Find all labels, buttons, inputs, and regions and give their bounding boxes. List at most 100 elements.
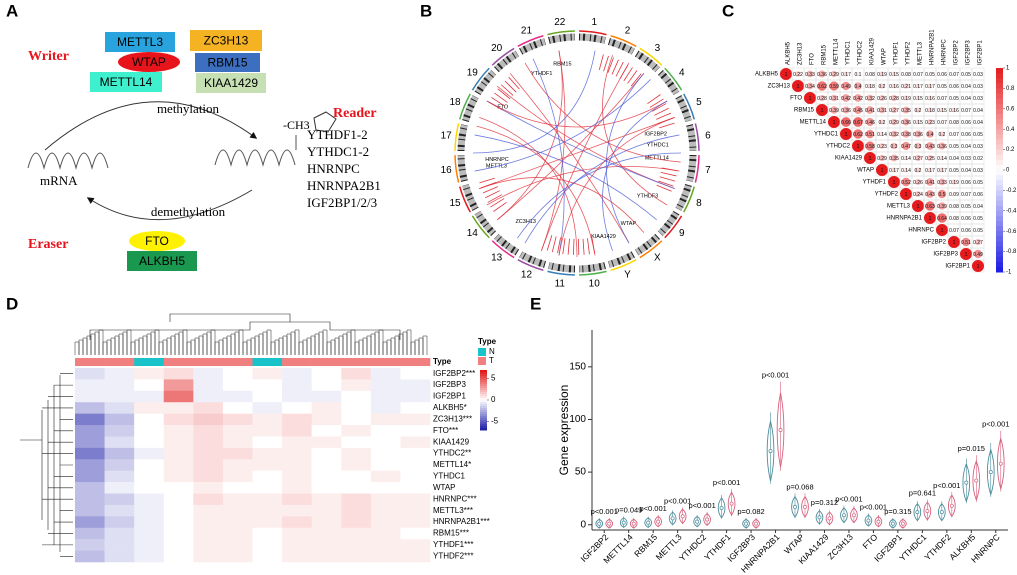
corr-circle [926,190,934,198]
corr-value: 0.28 [889,96,899,102]
heatmap-cell [193,390,224,403]
corr-value: 0.17 [841,72,851,78]
heatmap-cell [222,493,253,506]
writer-box [105,32,175,52]
heat-colorbar-segment [480,384,487,387]
heat-colorbar-segment [480,422,487,425]
chromosome-cytoband [657,210,680,237]
colorbar-segment [996,129,1003,135]
corr-value: 0.38 [901,132,911,138]
corr-circle [804,92,816,104]
corr-circle [903,83,909,89]
colorbar-segment [996,236,1003,242]
heatmap-cell [193,527,224,540]
gene-label: IGF2BP2 [644,131,667,137]
corr-circle [952,156,956,160]
heatmap-cell [163,482,194,494]
heatmap-cell [282,550,312,563]
circos-bar [656,184,672,192]
corr-value: 0.59 [829,84,839,90]
circos-bar [479,177,495,184]
corr-circle [952,120,956,124]
heatmap-cell [75,539,105,551]
chromosome-ring [491,47,515,66]
corr-circle [939,131,945,137]
heatmap-cell [163,436,194,449]
corr-circle [852,140,864,152]
heatmap-cell [282,493,312,506]
circos-bar [652,103,667,112]
corr-circle [830,70,838,78]
corr-value: 0.05 [961,204,971,210]
violin-median [827,516,832,521]
colorbar-segment [996,251,1003,258]
chromosome-ring [459,93,471,120]
heatmap-cell [311,516,342,529]
heatmap-cell [104,379,135,392]
corr-value: 0.19 [877,72,887,78]
corr-circle [900,188,912,200]
corr-value: 0.05 [973,180,983,186]
corr-value: 1 [941,228,944,234]
corr-value: 0.29 [889,120,899,126]
circos-bar [482,186,498,194]
colorbar-segment [996,73,1003,79]
heatmap-cell [193,516,224,529]
corr-value: 0.05 [949,168,959,174]
corr-col-label: HNRNPC [942,39,948,65]
circos-link [486,100,675,189]
circos-bar [551,236,557,253]
heatmap-cell [400,470,431,483]
heatmap-cell [134,368,165,380]
heatmap-cell [252,527,283,540]
chromosome-cytoband [493,233,520,256]
violin-median [988,470,993,475]
corr-value: 0.39 [937,204,947,210]
chromosome-ring [471,67,490,91]
corr-circle [973,249,983,259]
reader-gene: HNRNPA2B1 [307,178,381,193]
chromosome-ring [579,30,607,36]
heatmap-cell [134,516,165,529]
heatmap-cell [282,413,312,426]
chromosome-ring [683,186,695,213]
corr-value: 0.05 [973,228,983,234]
heatmap-cell [193,470,224,483]
corr-circle [972,260,984,272]
corr-circle [926,130,934,138]
violin-median [876,519,881,524]
colorbar-segment [996,154,1003,161]
corr-value: 0.3 [891,144,898,150]
heatmap-cell [75,504,105,517]
violin-median [754,521,759,526]
corr-value: 0.07 [949,72,959,78]
chromosome-label: 18 [449,97,461,108]
heatmap-row-label: IGF2BP2*** [433,369,475,378]
heat-colorbar-segment [480,370,487,373]
chromosome-ring [639,47,663,66]
corr-circle [878,94,886,102]
heatmap-cell [222,527,253,540]
chromosome-cytoband [457,154,468,182]
corr-value: 0.46 [865,120,875,126]
heatmap-cell [75,379,105,392]
corr-value: 0.03 [973,96,983,102]
violin-median [890,521,895,526]
heatmap-cell [311,482,342,494]
corr-value: 0.19 [901,96,911,102]
circos-link [602,100,668,251]
heatmap-row-label: METTL14* [433,460,471,469]
circos-bar [573,238,575,255]
heatmap-cell [282,470,312,483]
corr-value: 0.4 [927,132,934,138]
colorbar-segment [996,226,1003,232]
writer-label: Writer [28,49,69,64]
corr-value: 0.41 [925,180,935,186]
reader-gene: HNRNPC [307,161,360,176]
corr-circle [829,81,839,91]
heat-colorbar-tick-label: 5 [491,374,496,383]
corr-value: 0.27 [913,156,923,162]
corr-circle [961,237,971,247]
corr-circle [912,200,924,212]
corr-value: 0.04 [973,120,983,126]
